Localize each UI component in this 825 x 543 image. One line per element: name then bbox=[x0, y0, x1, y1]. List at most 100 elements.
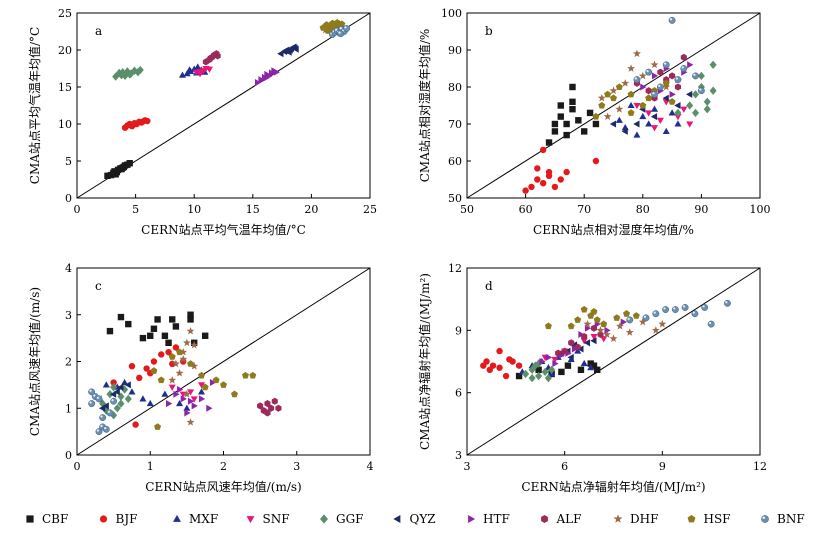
data-point-mxf bbox=[574, 347, 582, 354]
data-point-hsf bbox=[230, 390, 238, 398]
marker-shape bbox=[652, 310, 660, 318]
marker-shape bbox=[555, 349, 562, 357]
marker-highlight bbox=[646, 69, 649, 73]
marker-shape bbox=[571, 345, 579, 353]
data-point-bjf bbox=[150, 358, 158, 365]
marker-shape bbox=[144, 117, 151, 125]
marker-shape bbox=[186, 326, 195, 335]
data-point-bnf bbox=[674, 76, 682, 84]
data-point-ggf bbox=[112, 72, 120, 81]
data-point-htf bbox=[184, 409, 191, 417]
data-point-dhf bbox=[603, 330, 611, 338]
series-snf bbox=[633, 99, 694, 132]
marker-shape bbox=[168, 376, 177, 384]
x-tick-label: 0 bbox=[74, 203, 81, 216]
marker-shape bbox=[157, 376, 165, 384]
marker-shape bbox=[687, 61, 694, 69]
marker-shape bbox=[627, 90, 635, 98]
data-point-htf bbox=[545, 353, 553, 361]
data-point-hsf bbox=[627, 90, 635, 98]
data-point-ggf bbox=[697, 71, 705, 81]
data-point-cbf bbox=[187, 311, 194, 318]
marker-shape bbox=[201, 332, 209, 339]
marker-shape bbox=[581, 333, 588, 341]
data-point-htf bbox=[620, 318, 627, 326]
marker-shape bbox=[691, 310, 699, 318]
data-point-alf bbox=[264, 409, 271, 417]
data-point-alf bbox=[645, 87, 652, 95]
marker-shape bbox=[674, 101, 681, 110]
marker-shape bbox=[179, 347, 188, 356]
data-point-dhf bbox=[182, 338, 191, 347]
marker-shape bbox=[557, 102, 564, 109]
data-point-bjf bbox=[522, 187, 529, 194]
marker-shape bbox=[662, 61, 670, 69]
data-point-htf bbox=[669, 90, 676, 98]
data-point-cbf bbox=[569, 106, 576, 113]
marker-shape bbox=[580, 359, 588, 367]
marker-highlight bbox=[111, 398, 114, 402]
data-point-qyz bbox=[621, 127, 628, 135]
data-point-dhf bbox=[632, 49, 641, 58]
marker-shape bbox=[206, 404, 213, 412]
data-point-cbf bbox=[594, 366, 601, 374]
marker-shape bbox=[539, 180, 547, 187]
series-hsf bbox=[544, 305, 640, 330]
data-point-cbf bbox=[104, 172, 111, 179]
data-point-bnf bbox=[701, 304, 709, 311]
data-point-bnf bbox=[662, 61, 670, 69]
y-tick-label: 50 bbox=[448, 192, 462, 205]
marker-highlight bbox=[663, 307, 666, 310]
y-tick-label: 20 bbox=[58, 44, 72, 57]
marker-shape bbox=[343, 25, 351, 32]
data-point-ggf bbox=[136, 65, 144, 75]
data-point-bnf bbox=[106, 409, 114, 417]
marker-shape bbox=[545, 139, 553, 146]
series-cbf bbox=[104, 160, 133, 179]
data-point-qyz bbox=[124, 381, 131, 389]
legend-item-htf: HTF bbox=[468, 512, 510, 526]
data-point-dhf bbox=[190, 340, 199, 349]
data-point-htf bbox=[687, 61, 694, 69]
marker-highlight bbox=[89, 401, 92, 404]
marker-shape bbox=[126, 70, 134, 79]
marker-shape bbox=[190, 340, 199, 349]
marker-shape bbox=[198, 388, 206, 395]
data-point-bjf bbox=[132, 421, 139, 428]
marker-shape bbox=[645, 87, 652, 95]
x-tick-label: 2 bbox=[220, 460, 227, 473]
x-axis-label: CERN站点平均气温年均值/°C bbox=[141, 222, 306, 237]
y-tick-label: 60 bbox=[448, 155, 462, 168]
data-point-dhf bbox=[651, 326, 660, 334]
data-point-ggf bbox=[117, 392, 125, 401]
plot-frame bbox=[466, 267, 761, 456]
marker-shape bbox=[175, 369, 184, 377]
x-tick-label: 0 bbox=[74, 460, 81, 473]
legend-item-bnf: BNF bbox=[761, 512, 805, 526]
panel-a: 0 5 10 15 20 25 0 5 10 15 20 25 a CERN站点平均气温年均值/°C CMA… bbox=[27, 7, 377, 237]
marker-shape bbox=[594, 366, 601, 374]
marker-shape bbox=[662, 79, 670, 87]
series-snf bbox=[193, 65, 213, 78]
data-point-alf bbox=[657, 68, 664, 76]
marker-shape bbox=[674, 83, 682, 91]
data-point-cbf bbox=[563, 131, 570, 139]
y-tick-label: 12 bbox=[448, 262, 462, 275]
data-point-htf bbox=[198, 395, 206, 403]
data-point-hsf bbox=[593, 316, 601, 323]
data-point-cbf bbox=[558, 368, 565, 376]
data-point-ggf bbox=[134, 68, 142, 77]
marker-shape bbox=[574, 316, 582, 323]
marker-shape bbox=[275, 404, 282, 412]
marker-shape bbox=[286, 46, 293, 54]
marker-shape bbox=[633, 102, 641, 110]
marker-shape bbox=[136, 65, 144, 75]
data-point-cbf bbox=[551, 128, 559, 135]
legend-label: MXF bbox=[189, 512, 218, 526]
one-to-one-line bbox=[466, 267, 761, 456]
marker-shape bbox=[535, 371, 543, 381]
y-tick-label: 90 bbox=[448, 44, 462, 57]
data-point-ggf bbox=[124, 394, 132, 404]
data-point-dhf bbox=[621, 79, 630, 87]
data-point-alf bbox=[590, 324, 598, 332]
